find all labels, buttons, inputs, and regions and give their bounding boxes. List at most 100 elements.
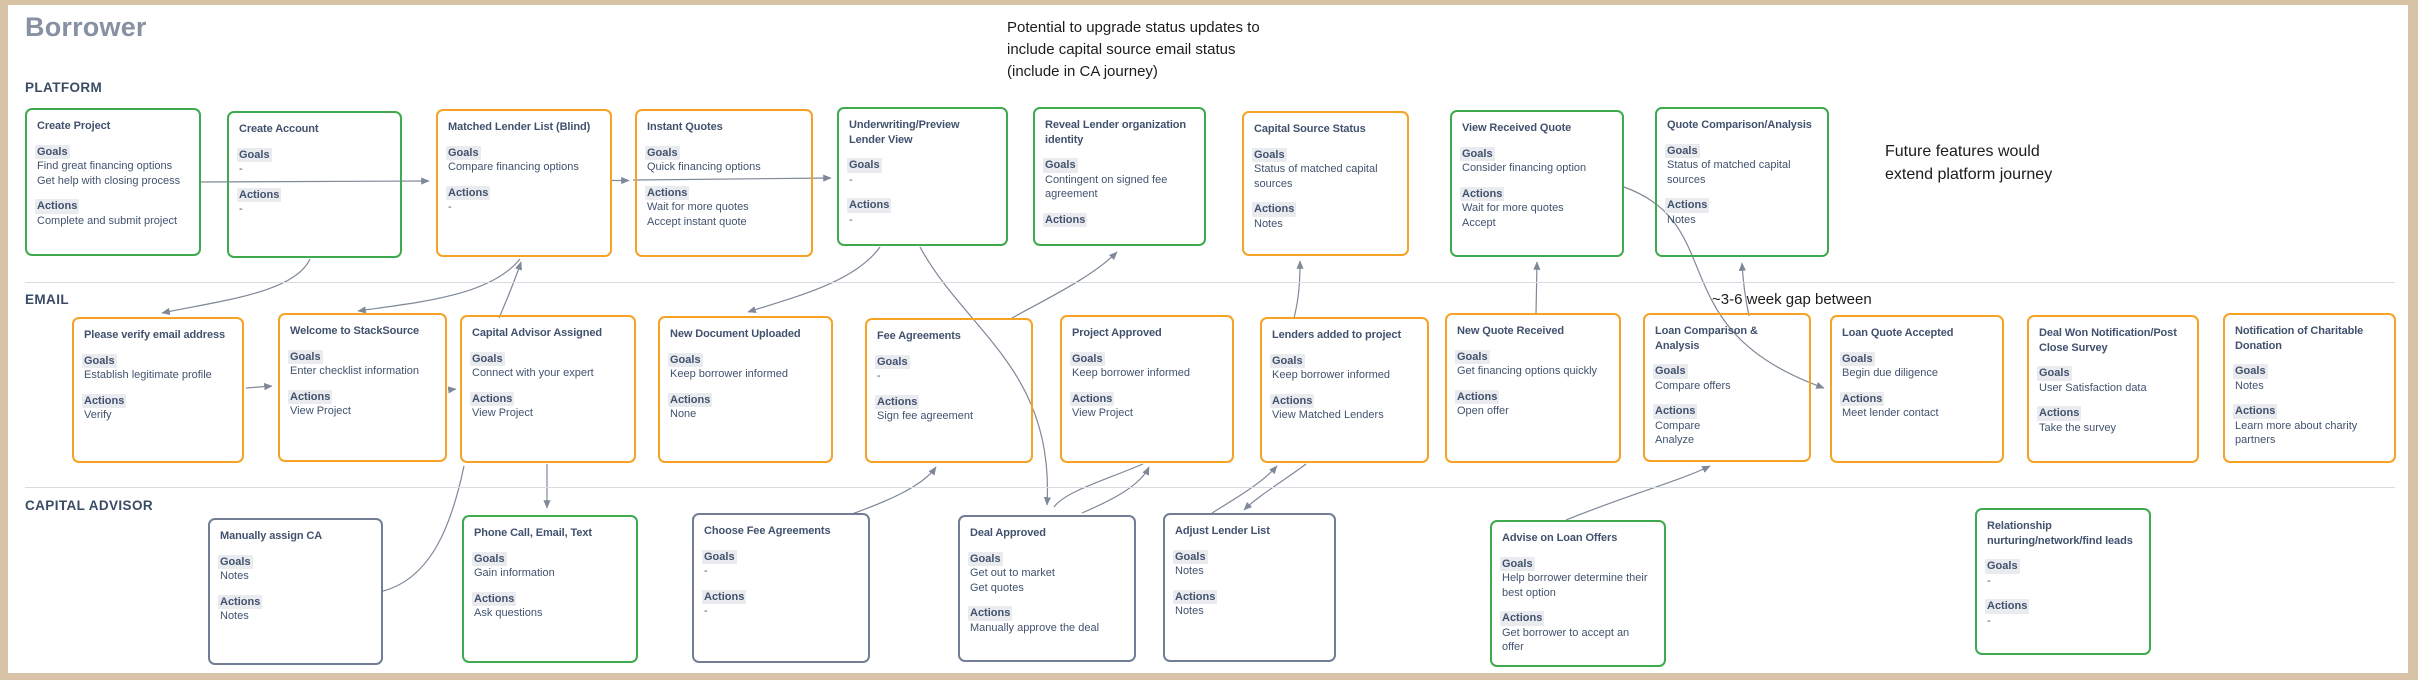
card-manually-assign-ca[interactable]: Manually assign CA Goals Notes Actions Notes xyxy=(208,518,383,665)
lane-divider xyxy=(25,282,2395,283)
goals-item: - xyxy=(1987,574,1991,587)
card-goals-section: Goals - xyxy=(847,158,996,187)
card-phone-call-email-text[interactable]: Phone Call, Email, Text Goals Gain informa… xyxy=(462,515,638,663)
actions-label: Actions xyxy=(875,394,920,410)
card-loan-comparison-analysis[interactable]: Loan Comparison & Analysis Goals Compare o… xyxy=(1643,313,1811,462)
card-project-approved[interactable]: Project Approved Goals Keep borrower infor… xyxy=(1060,315,1234,463)
lane-label-email[interactable]: EMAIL xyxy=(25,292,69,307)
card-goals-section: Goals Notes xyxy=(1173,549,1324,579)
lane-label-capital-advisor[interactable]: CAPITAL ADVISOR xyxy=(25,498,154,513)
goals-item: Contingent on signed fee agreement xyxy=(1045,173,1168,201)
actions-label: Actions xyxy=(1455,389,1500,405)
actions-label: Actions xyxy=(35,199,80,214)
card-adjust-lender-list[interactable]: Adjust Lender List Goals Notes Actions Notes xyxy=(1163,513,1336,662)
goals-label: Goals xyxy=(1985,559,2020,574)
actions-item: Ask questions xyxy=(474,607,543,620)
actions-label: Actions xyxy=(1840,391,1885,407)
goals-label: Goals xyxy=(1070,351,1105,367)
card-matched-lender-list[interactable]: Matched Lender List (Blind) Goals Compare … xyxy=(436,109,612,257)
goals-item: - xyxy=(239,163,243,176)
card-charitable-donation[interactable]: Notification of Charitable Donation Goals… xyxy=(2223,313,2396,463)
card-title: Create Account xyxy=(239,123,319,135)
card-capital-source-status[interactable]: Capital Source Status Goals Status of matc… xyxy=(1242,111,1409,256)
card-choose-fee-agreements[interactable]: Choose Fee Agreements Goals - Actions - xyxy=(692,513,870,663)
actions-label: Actions xyxy=(702,589,747,605)
card-actions-section: Actions Take the survey xyxy=(2037,406,2187,435)
goals-label: Goals xyxy=(237,147,272,163)
card-goals-section: Goals Keep borrower informed xyxy=(1270,353,1417,383)
goals-label: Goals xyxy=(1500,556,1535,572)
actions-label: Actions xyxy=(1043,212,1088,228)
card-underwriting-preview[interactable]: Underwriting/Preview Lender View Goals - Ac… xyxy=(837,107,1008,246)
page-title[interactable]: Borrower xyxy=(25,12,147,42)
actions-label: Actions xyxy=(968,606,1013,621)
card-new-document-uploaded[interactable]: New Document Uploaded Goals Keep borrower … xyxy=(658,316,833,463)
card-please-verify-email[interactable]: Please verify email address Goals Establis… xyxy=(72,317,244,463)
card-actions-section: Actions View Project xyxy=(1070,391,1222,421)
card-deal-approved[interactable]: Deal Approved Goals Get out to market Get q… xyxy=(958,515,1136,662)
goals-item: Consider financing option xyxy=(1462,162,1587,175)
card-loan-quote-accepted[interactable]: Loan Quote Accepted Goals Begin due dilige… xyxy=(1830,315,2004,463)
card-title: Notification of Charitable Donation xyxy=(2235,325,2364,352)
card-create-project[interactable]: Create Project Goals Find great financing … xyxy=(25,108,201,256)
card-goals-section: Goals Get out to market Get quotes xyxy=(968,551,1124,596)
card-relationship-nurturing[interactable]: Relationship nurturing/network/find lead… xyxy=(1975,508,2151,655)
actions-item: - xyxy=(448,201,452,214)
card-view-received-quote[interactable]: View Received Quote Goals Consider financi… xyxy=(1450,110,1624,257)
card-actions-section: Actions Compare Analyze xyxy=(1653,404,1799,448)
card-title: Create Project xyxy=(37,120,111,132)
card-fee-agreements[interactable]: Fee Agreements Goals - Actions Sign fee agre… xyxy=(865,318,1033,463)
card-instant-quotes[interactable]: Instant Quotes Goals Quick financing optio… xyxy=(635,109,813,257)
card-actions-section: Actions View Project xyxy=(470,391,624,421)
card-title: Welcome to StackSource xyxy=(290,325,420,337)
goals-label: Goals xyxy=(847,158,882,173)
lane-label-platform[interactable]: PLATFORM xyxy=(25,80,103,95)
card-actions-section: Actions Learn more about charity partners xyxy=(2233,404,2384,448)
card-actions-section: Actions Ask questions xyxy=(472,591,626,621)
card-goals-section: Goals Keep borrower informed xyxy=(1070,351,1222,381)
card-goals-section: Goals Help borrower determine their best … xyxy=(1500,556,1654,601)
card-goals-section: Goals Enter checklist information xyxy=(288,349,435,379)
card-title: Adjust Lender List xyxy=(1175,525,1270,537)
actions-item: Get borrower to accept an offer xyxy=(1502,626,1630,654)
card-goals-section: Goals - xyxy=(237,147,390,177)
card-actions-section: Actions Meet lender contact xyxy=(1840,391,1992,421)
card-title: Loan Comparison & Analysis xyxy=(1655,325,1758,352)
actions-label: Actions xyxy=(2233,404,2278,419)
card-title: New Document Uploaded xyxy=(670,328,801,340)
goals-item: User Satisfaction data xyxy=(2039,381,2147,394)
card-title: Loan Quote Accepted xyxy=(1842,327,1954,339)
actions-item: - xyxy=(239,203,243,216)
card-capital-advisor-assigned[interactable]: Capital Advisor Assigned Goals Connect wit… xyxy=(460,315,636,463)
annotation-future-features[interactable]: Future features would extend platform jo… xyxy=(1885,143,2053,184)
goals-item: Get quotes xyxy=(970,581,1024,594)
annotation-week-gap[interactable]: ~3-6 week gap between xyxy=(1712,291,1872,308)
card-lenders-added-project[interactable]: Lenders added to project Goals Keep borrow… xyxy=(1260,317,1429,463)
card-goals-section: Goals - xyxy=(702,549,858,579)
annotation-status-upgrade[interactable]: Potential to upgrade status updates to i… xyxy=(1007,19,1260,80)
card-goals-section: Goals Connect with your expert xyxy=(470,351,624,381)
card-reveal-lender-identity[interactable]: Reveal Lender organization identity Goals… xyxy=(1033,107,1206,246)
actions-label: Actions xyxy=(847,198,892,213)
goals-item: Get out to market xyxy=(970,567,1055,580)
card-quote-comparison-analysis[interactable]: Quote Comparison/Analysis Goals Status of … xyxy=(1655,107,1829,257)
card-actions-section: Actions xyxy=(1043,212,1194,228)
card-goals-section: Goals Establish legitimate profile xyxy=(82,353,232,383)
card-deal-won-survey[interactable]: Deal Won Notification/Post Close Survey G… xyxy=(2027,315,2199,463)
goals-item: Help borrower determine their best optio… xyxy=(1502,572,1648,599)
card-advise-loan-offers[interactable]: Advise on Loan Offers Goals Help borrower … xyxy=(1490,520,1666,667)
card-new-quote-received[interactable]: New Quote Received Goals Get financing opt… xyxy=(1445,313,1621,463)
card-actions-section: Actions View Project xyxy=(288,389,435,419)
goals-label: Goals xyxy=(470,351,505,367)
actions-label: Actions xyxy=(1460,186,1505,202)
goals-item: - xyxy=(849,173,853,186)
card-actions-section: Actions Open offer xyxy=(1455,389,1609,419)
card-title: Quote Comparison/Analysis xyxy=(1667,119,1812,131)
actions-label: Actions xyxy=(668,392,713,408)
card-welcome-stacksource[interactable]: Welcome to StackSource Goals Enter checkli… xyxy=(278,313,447,462)
goals-item: - xyxy=(877,370,881,383)
card-create-account[interactable]: Create Account Goals - Actions - xyxy=(227,111,402,258)
card-actions-section: Actions Verify xyxy=(82,393,232,423)
actions-label: Actions xyxy=(472,591,517,607)
